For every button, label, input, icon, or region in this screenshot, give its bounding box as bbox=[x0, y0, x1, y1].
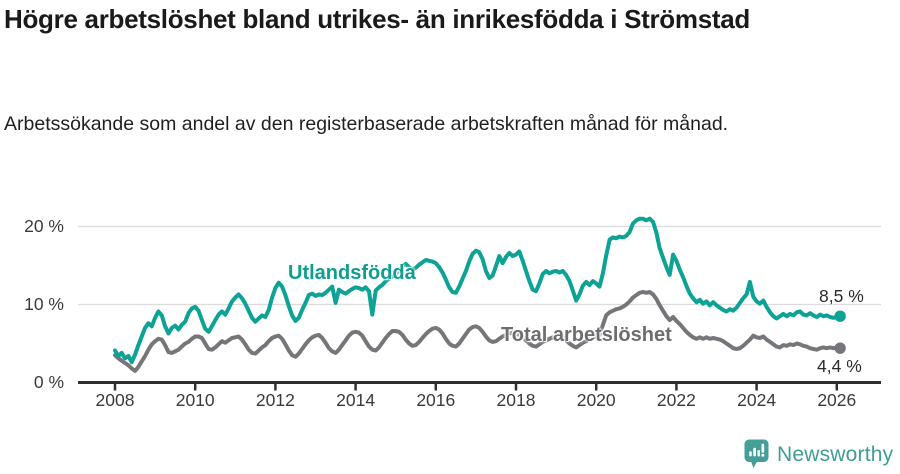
y-axis-tick-label: 10 % bbox=[24, 294, 64, 314]
series-line-total bbox=[113, 290, 843, 373]
y-axis-tick-label: 20 % bbox=[24, 216, 64, 236]
x-axis-tick-label: 2026 bbox=[817, 390, 857, 410]
series-end-dot-utlandsfodda bbox=[834, 310, 846, 322]
page-title: Högre arbetslöshet bland utrikes- än inr… bbox=[4, 4, 750, 34]
x-axis-tick-label: 2024 bbox=[737, 390, 777, 410]
x-axis-tick-label: 2010 bbox=[175, 390, 215, 410]
x-axis-tick-label: 2012 bbox=[255, 390, 295, 410]
x-axis-tick-label: 2022 bbox=[656, 390, 696, 410]
end-value-label-total: 4,4 % bbox=[817, 356, 862, 376]
x-axis-tick-label: 2016 bbox=[416, 390, 456, 410]
newsworthy-logo-icon bbox=[744, 439, 769, 468]
series-line-utlandsfodda bbox=[113, 216, 843, 365]
x-axis-tick-label: 2014 bbox=[336, 390, 376, 410]
y-axis-tick-label: 0 % bbox=[33, 372, 64, 392]
newsworthy-logo-text: Newsworthy bbox=[777, 442, 894, 466]
newsworthy-logo[interactable]: Newsworthy bbox=[744, 439, 896, 469]
series-label-total-arbetsloshet: Total arbetslöshet bbox=[501, 324, 672, 346]
chart-subtitle: Arbetssökande som andel av den registerb… bbox=[4, 113, 729, 135]
series-end-dot-total bbox=[834, 342, 846, 354]
series-label-utlandsfodda: Utlandsfödda bbox=[288, 262, 416, 284]
end-value-label-utlandsfodda: 8,5 % bbox=[819, 286, 864, 306]
x-axis-tick-label: 2018 bbox=[496, 390, 536, 410]
x-axis-tick-label: 2008 bbox=[95, 390, 135, 410]
x-axis-tick-label: 2020 bbox=[576, 390, 616, 410]
